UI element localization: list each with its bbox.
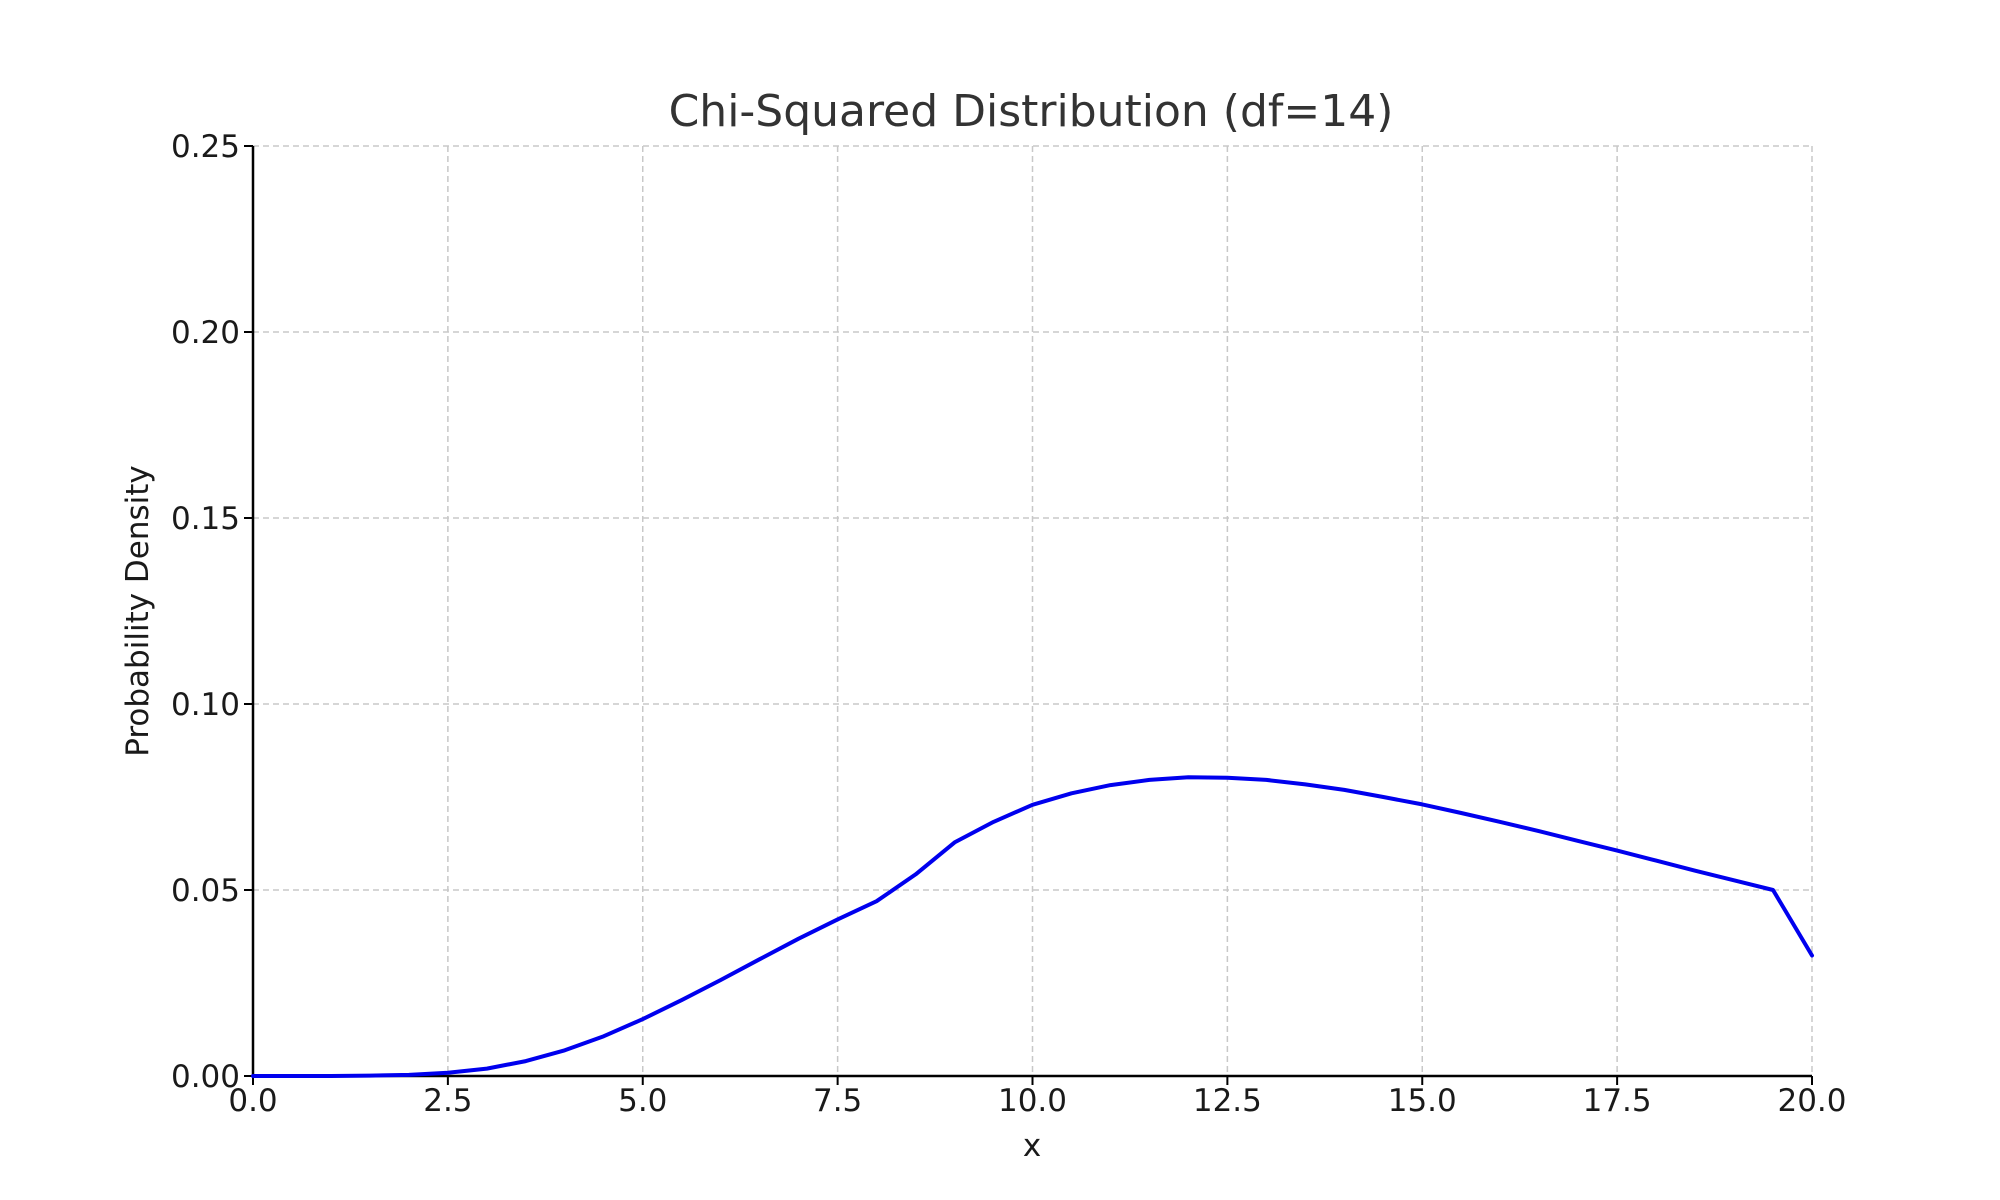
x-tick-label: 20.0 bbox=[1777, 1083, 1846, 1119]
x-tick-label: 15.0 bbox=[1388, 1083, 1457, 1119]
series bbox=[251, 775, 1814, 1078]
y-tick-label: 0.20 bbox=[171, 315, 240, 351]
y-tick-label: 0.15 bbox=[171, 501, 240, 537]
x-axis-label: x bbox=[1023, 1128, 1041, 1164]
x-tick-label: 17.5 bbox=[1583, 1083, 1652, 1119]
y-tick-label: 0.00 bbox=[171, 1059, 240, 1095]
chart-title: Chi-Squared Distribution (df=14) bbox=[669, 86, 1394, 137]
x-tick-label: 5.0 bbox=[618, 1083, 667, 1119]
y-tick-label: 0.10 bbox=[171, 687, 240, 723]
x-tick-label: 12.5 bbox=[1193, 1083, 1262, 1119]
x-tick-label: 0.0 bbox=[228, 1083, 277, 1119]
y-ticks: 0.00 0.05 0.10 0.15 0.20 0.25 bbox=[171, 129, 253, 1095]
x-tick-label: 7.5 bbox=[813, 1083, 862, 1119]
x-ticks: 0.0 2.5 5.0 7.5 10.0 12.5 15.0 17.5 20.0 bbox=[228, 1076, 1847, 1119]
y-axis-label: Probability Density bbox=[120, 465, 156, 757]
y-tick-label: 0.25 bbox=[171, 129, 240, 165]
x-tick-label: 2.5 bbox=[423, 1083, 472, 1119]
series-line bbox=[251, 775, 1814, 1078]
y-tick-label: 0.05 bbox=[171, 873, 240, 909]
grid bbox=[252, 145, 1813, 1077]
x-tick-label: 10.0 bbox=[998, 1083, 1067, 1119]
